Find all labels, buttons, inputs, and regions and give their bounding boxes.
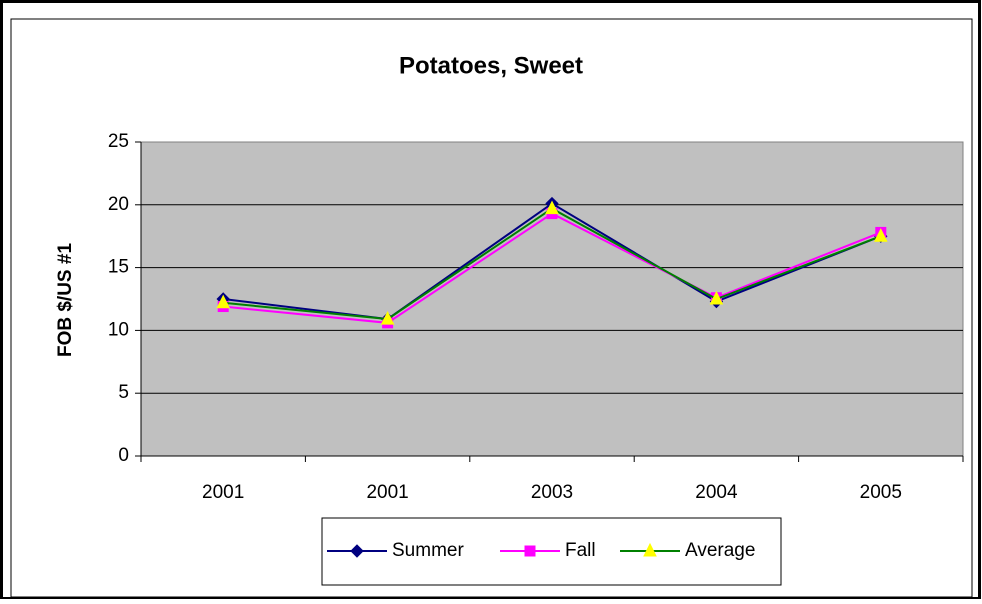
chart-title: Potatoes, Sweet <box>399 52 583 79</box>
y-tick-label: 0 <box>118 445 129 466</box>
plot-area <box>140 141 964 457</box>
x-tick-label: 2005 <box>860 482 902 503</box>
data-point <box>545 200 559 215</box>
data-point <box>216 294 231 309</box>
y-tick-label: 5 <box>118 382 129 403</box>
x-tick-label: 2003 <box>531 482 573 503</box>
x-tick-label: 2004 <box>695 482 738 503</box>
chart-border <box>10 18 973 598</box>
data-point <box>380 310 395 325</box>
y-tick-label: 15 <box>108 257 129 278</box>
data-point <box>709 290 724 305</box>
legend-marker <box>350 544 364 558</box>
y-tick-label: 25 <box>108 131 129 152</box>
legend-label: Summer <box>392 540 464 561</box>
legend-label: Average <box>685 540 755 561</box>
data-point <box>873 228 888 242</box>
legend-label: Fall <box>565 540 596 561</box>
legend-marker <box>524 545 536 557</box>
legend-marker <box>643 542 657 557</box>
y-tick-label: 20 <box>108 194 129 215</box>
x-tick-label: 2001 <box>366 482 408 503</box>
x-tick-label: 2001 <box>202 482 244 503</box>
y-axis-label: FOB $/US #1 <box>55 243 76 357</box>
y-tick-label: 10 <box>108 319 129 340</box>
